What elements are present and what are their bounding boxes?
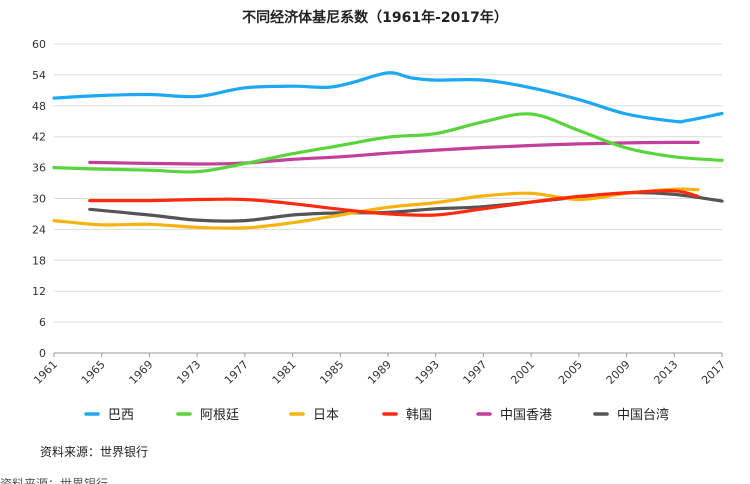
legend-label: 韩国 [406,408,432,423]
x-axis: 1961 1965 1969 1973 1977 1981 1985 1989 1993 1997… [31,353,728,387]
x-tick-label: 1997 [461,358,490,387]
x-tick-label: 1985 [317,358,346,387]
x-tick-label: 2017 [699,358,728,387]
y-tick-label: 24 [32,223,46,236]
legend-label: 阿根廷 [200,408,239,423]
y-tick-label: 6 [39,316,46,329]
x-tick-label: 2013 [651,358,680,387]
source-note: 资料来源：世界银行 [40,445,149,459]
y-tick-label: 54 [32,69,46,82]
legend-label: 巴西 [108,408,134,423]
gini-line-chart: 不同经济体基尼系数（1961年-2017年） 0 6 12 18 24 30 36 42 48 5… [31,9,728,423]
x-tick-label: 1989 [365,358,394,387]
legend: 巴西 阿根廷 日本 韩国 中国香港 中国台湾 [84,407,669,423]
cutoff-source-note: 资料来源：世界银行 [0,477,109,484]
legend-label: 中国香港 [500,408,552,423]
legend-label: 中国台湾 [617,407,669,423]
x-tick-label: 1965 [79,358,108,387]
y-tick-label: 0 [39,347,46,360]
x-tick-label: 2005 [556,358,585,387]
y-tick-label: 42 [32,131,46,144]
x-tick-label: 1993 [413,358,442,387]
x-tick-label: 1969 [127,358,156,387]
series-line-3 [88,189,700,217]
y-tick-label: 12 [32,285,46,298]
y-tick-label: 48 [32,100,46,113]
x-tick-label: 1961 [31,358,60,387]
y-tick-label: 30 [32,193,46,206]
x-tick-label: 2001 [508,358,537,387]
series-line-2 [52,187,700,230]
x-tick-label: 1977 [222,358,251,387]
y-tick-label: 18 [32,254,46,267]
series-line-4 [88,140,700,166]
x-tick-label: 1973 [174,358,203,387]
y-axis: 0 6 12 18 24 30 36 42 48 54 60 [32,38,46,360]
series-line-0 [52,71,724,124]
gridlines [54,43,722,354]
x-tick-label: 1981 [270,358,299,387]
y-tick-label: 60 [32,38,46,51]
legend-label: 日本 [313,408,339,423]
y-tick-label: 36 [32,162,46,175]
series-line-1 [52,112,724,174]
x-tick-label: 2009 [604,358,633,387]
series-lines [52,71,724,230]
chart-title: 不同经济体基尼系数（1961年-2017年） [242,9,508,26]
